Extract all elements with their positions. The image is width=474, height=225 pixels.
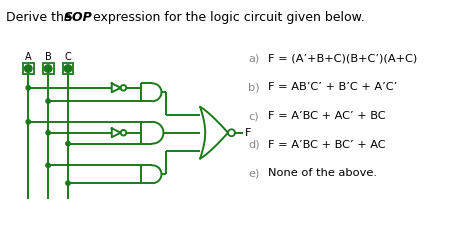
Text: c): c) <box>248 111 258 121</box>
Text: F = AB’C’ + B’C + A’C’: F = AB’C’ + B’C + A’C’ <box>268 82 397 92</box>
Bar <box>23 63 34 74</box>
Text: d): d) <box>248 140 260 150</box>
Text: F = (A’+B+C)(B+C’)(A+C): F = (A’+B+C)(B+C’)(A+C) <box>268 54 417 64</box>
Text: C: C <box>64 52 72 62</box>
Circle shape <box>228 129 235 136</box>
Circle shape <box>121 130 126 135</box>
Bar <box>43 63 54 74</box>
Circle shape <box>64 65 72 72</box>
Text: F: F <box>245 128 251 138</box>
Text: F = A’BC + AC’ + BC: F = A’BC + AC’ + BC <box>268 111 385 121</box>
Text: a): a) <box>248 54 259 64</box>
Text: F = A’BC + BC’ + AC: F = A’BC + BC’ + AC <box>268 140 385 150</box>
Circle shape <box>46 99 50 103</box>
Circle shape <box>66 181 70 185</box>
Text: B: B <box>45 52 52 62</box>
Bar <box>63 63 73 74</box>
Circle shape <box>46 130 50 135</box>
Text: b): b) <box>248 82 260 92</box>
Text: None of the above.: None of the above. <box>268 168 377 178</box>
Text: expression for the logic circuit given below.: expression for the logic circuit given b… <box>89 11 365 24</box>
Text: Derive the: Derive the <box>6 11 76 24</box>
Text: SOP: SOP <box>64 11 93 24</box>
Circle shape <box>26 86 30 90</box>
Text: A: A <box>25 52 32 62</box>
Circle shape <box>121 85 126 91</box>
Circle shape <box>26 120 30 124</box>
Circle shape <box>46 163 50 167</box>
Circle shape <box>25 65 32 72</box>
Circle shape <box>66 142 70 146</box>
Circle shape <box>45 65 52 72</box>
Text: e): e) <box>248 168 259 178</box>
